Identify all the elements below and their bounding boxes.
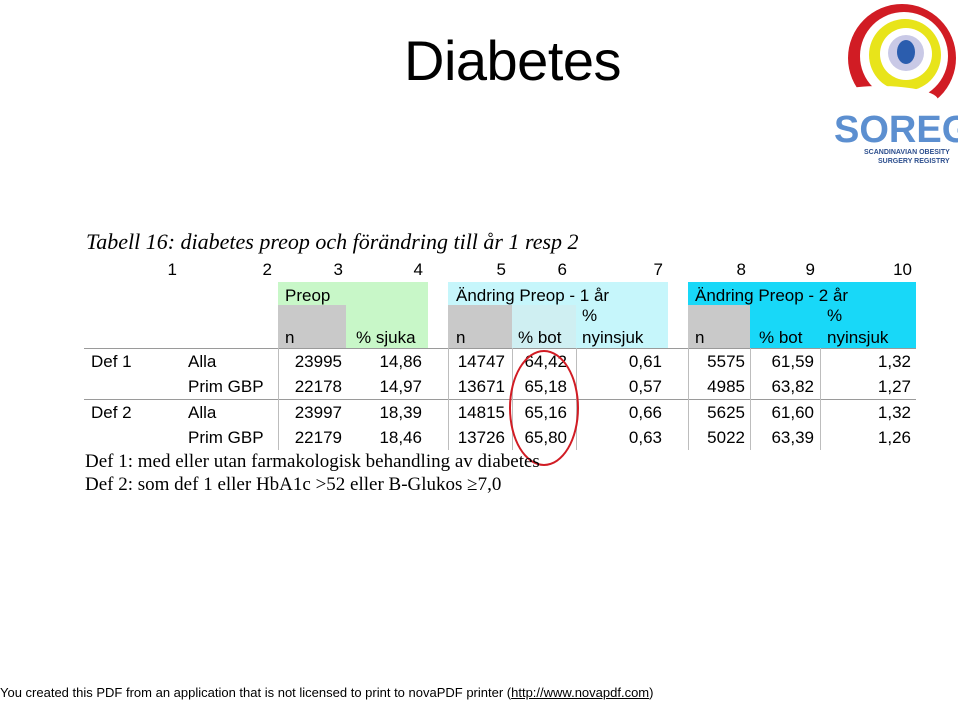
definition-2: Def 2: som def 1 eller HbA1c >52 eller B… [85, 474, 502, 495]
column-divider [448, 348, 449, 450]
subheader-nyinsjuk: nyinsjuk [827, 328, 889, 347]
logo-subtitle-1: SCANDINAVIAN OBESITY [864, 149, 950, 156]
row-group: Alla [188, 352, 217, 371]
column-number: 8 [736, 260, 746, 279]
subheader-n: n [285, 328, 295, 347]
column-numbers: 1 2 3 4 5 6 7 8 9 10 [0, 260, 959, 282]
group-label-preop: Preop [285, 286, 331, 305]
group-label-year1: Ändring Preop - 1 år [456, 286, 610, 305]
cell-preop-n: 22179 [294, 428, 342, 447]
cell-preop-n: 22178 [294, 377, 342, 396]
slide-title: Diabetes [404, 29, 622, 92]
logo-subtitle-2: SURGERY REGISTRY [878, 158, 950, 165]
cell-y1-n: 14747 [457, 352, 505, 371]
cell-y2-nyinsjuk: 1,32 [877, 352, 911, 371]
cell-preop-sjuka: 14,97 [379, 377, 422, 396]
column-number: 2 [262, 260, 272, 279]
cell-y1-nyinsjuk: 0,63 [628, 428, 662, 447]
cell-y2-bot: 61,60 [771, 403, 814, 422]
cell-y1-n: 14815 [457, 403, 505, 422]
column-number: 7 [653, 260, 663, 279]
cell-y2-nyinsjuk: 1,32 [877, 403, 911, 422]
subheader-band [688, 305, 750, 348]
table-rule [84, 348, 916, 349]
subheader-band [512, 305, 576, 348]
group-label-year2: Ändring Preop - 2 år [695, 286, 849, 305]
table-rule [84, 399, 916, 400]
definition-1: Def 1: med eller utan farmakologisk beha… [85, 451, 540, 472]
subheader-band [278, 305, 346, 348]
soreg-logo-graphic: SOREG SCANDINAVIAN OBESITY SURGERY REGIS… [822, 4, 959, 165]
subheader-nyinsjuk-pct: % [582, 306, 598, 325]
column-number: 10 [893, 260, 912, 279]
highlight-circle [509, 350, 579, 466]
row-group: Prim GBP [188, 377, 264, 396]
row-group: Prim GBP [188, 428, 264, 447]
cell-y2-nyinsjuk: 1,27 [877, 377, 911, 396]
column-number: 4 [413, 260, 423, 279]
cell-y2-nyinsjuk: 1,26 [877, 428, 911, 447]
cell-y2-n: 5625 [707, 403, 745, 422]
column-divider [820, 348, 821, 450]
cell-y1-n: 13671 [457, 377, 505, 396]
subheader-band [448, 305, 512, 348]
subheader-bot: % bot [518, 328, 562, 347]
cell-y1-nyinsjuk: 0,61 [628, 352, 662, 371]
subheader-n: n [695, 328, 705, 347]
subheader-nyinsjuk-pct: % [827, 306, 843, 325]
subheader-bot: % bot [759, 328, 803, 347]
row-def: Def 1 [91, 352, 132, 371]
cell-y2-n: 5575 [707, 352, 745, 371]
logo-text: SOREG [834, 109, 958, 151]
row-def: Def 2 [91, 403, 132, 422]
cell-y2-bot: 63,39 [771, 428, 814, 447]
pdf-license-notice: You created this PDF from an application… [0, 685, 653, 701]
row-group: Alla [188, 403, 217, 422]
column-number: 9 [805, 260, 815, 279]
column-number: 6 [557, 260, 567, 279]
column-divider [278, 348, 279, 450]
cell-y1-nyinsjuk: 0,66 [628, 403, 662, 422]
cell-y2-n: 5022 [707, 428, 745, 447]
cell-preop-sjuka: 18,46 [379, 428, 422, 447]
novapdf-link[interactable]: http://www.novapdf.com [511, 685, 650, 700]
cell-preop-sjuka: 14,86 [379, 352, 422, 371]
column-number: 3 [333, 260, 343, 279]
column-number: 5 [496, 260, 506, 279]
column-divider [750, 348, 751, 450]
cell-y2-bot: 63,82 [771, 377, 814, 396]
soreg-logo: SOREG SCANDINAVIAN OBESITY SURGERY REGIS… [822, 2, 959, 168]
cell-preop-sjuka: 18,39 [379, 403, 422, 422]
cell-preop-n: 23997 [294, 403, 342, 422]
table-caption: Tabell 16: diabetes preop och förändring… [86, 229, 579, 254]
cell-y1-nyinsjuk: 0,57 [628, 377, 662, 396]
cell-preop-n: 23995 [294, 352, 342, 371]
cell-y1-n: 13726 [457, 428, 505, 447]
definitions: Def 1: med eller utan farmakologisk beha… [85, 450, 540, 496]
subheader-sjuka: % sjuka [356, 328, 416, 347]
column-divider [688, 348, 689, 450]
subheader-nyinsjuk: nyinsjuk [582, 328, 644, 347]
subheader-n: n [456, 328, 466, 347]
column-number: 1 [167, 260, 177, 279]
cell-y2-n: 4985 [707, 377, 745, 396]
footer-text: You created this PDF from an application… [0, 685, 512, 700]
footer-close: ) [649, 685, 654, 700]
cell-y2-bot: 61,59 [771, 352, 814, 371]
